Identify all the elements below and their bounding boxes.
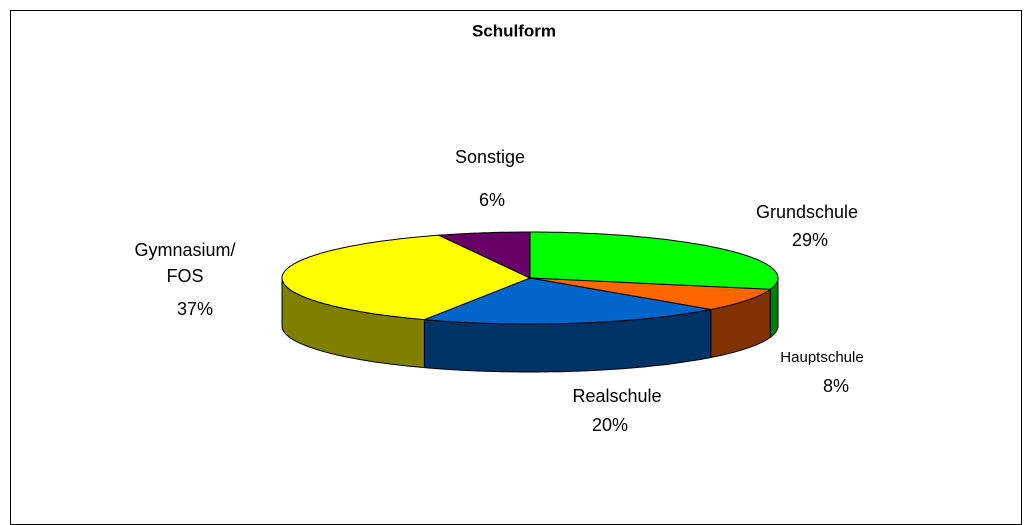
slice: [529, 231, 779, 290]
slice: [424, 277, 711, 325]
slice-label: Gymnasium/ FOS: [134, 240, 236, 286]
slice-label: Realschule: [572, 386, 662, 406]
value-label: 6%: [478, 190, 506, 210]
value-label: 20%: [591, 415, 629, 435]
value-label: 37%: [176, 299, 214, 319]
chart-title: Schulform: [472, 21, 556, 40]
slice: [436, 231, 531, 279]
value-label: 8%: [822, 376, 850, 396]
value-label: 29%: [791, 230, 829, 250]
slice: [529, 277, 772, 311]
slice-label: Grundschule: [755, 202, 859, 222]
slice-label: Hauptschule: [780, 349, 864, 366]
slice-label: Sonstige: [454, 147, 526, 167]
slice: [281, 234, 532, 321]
